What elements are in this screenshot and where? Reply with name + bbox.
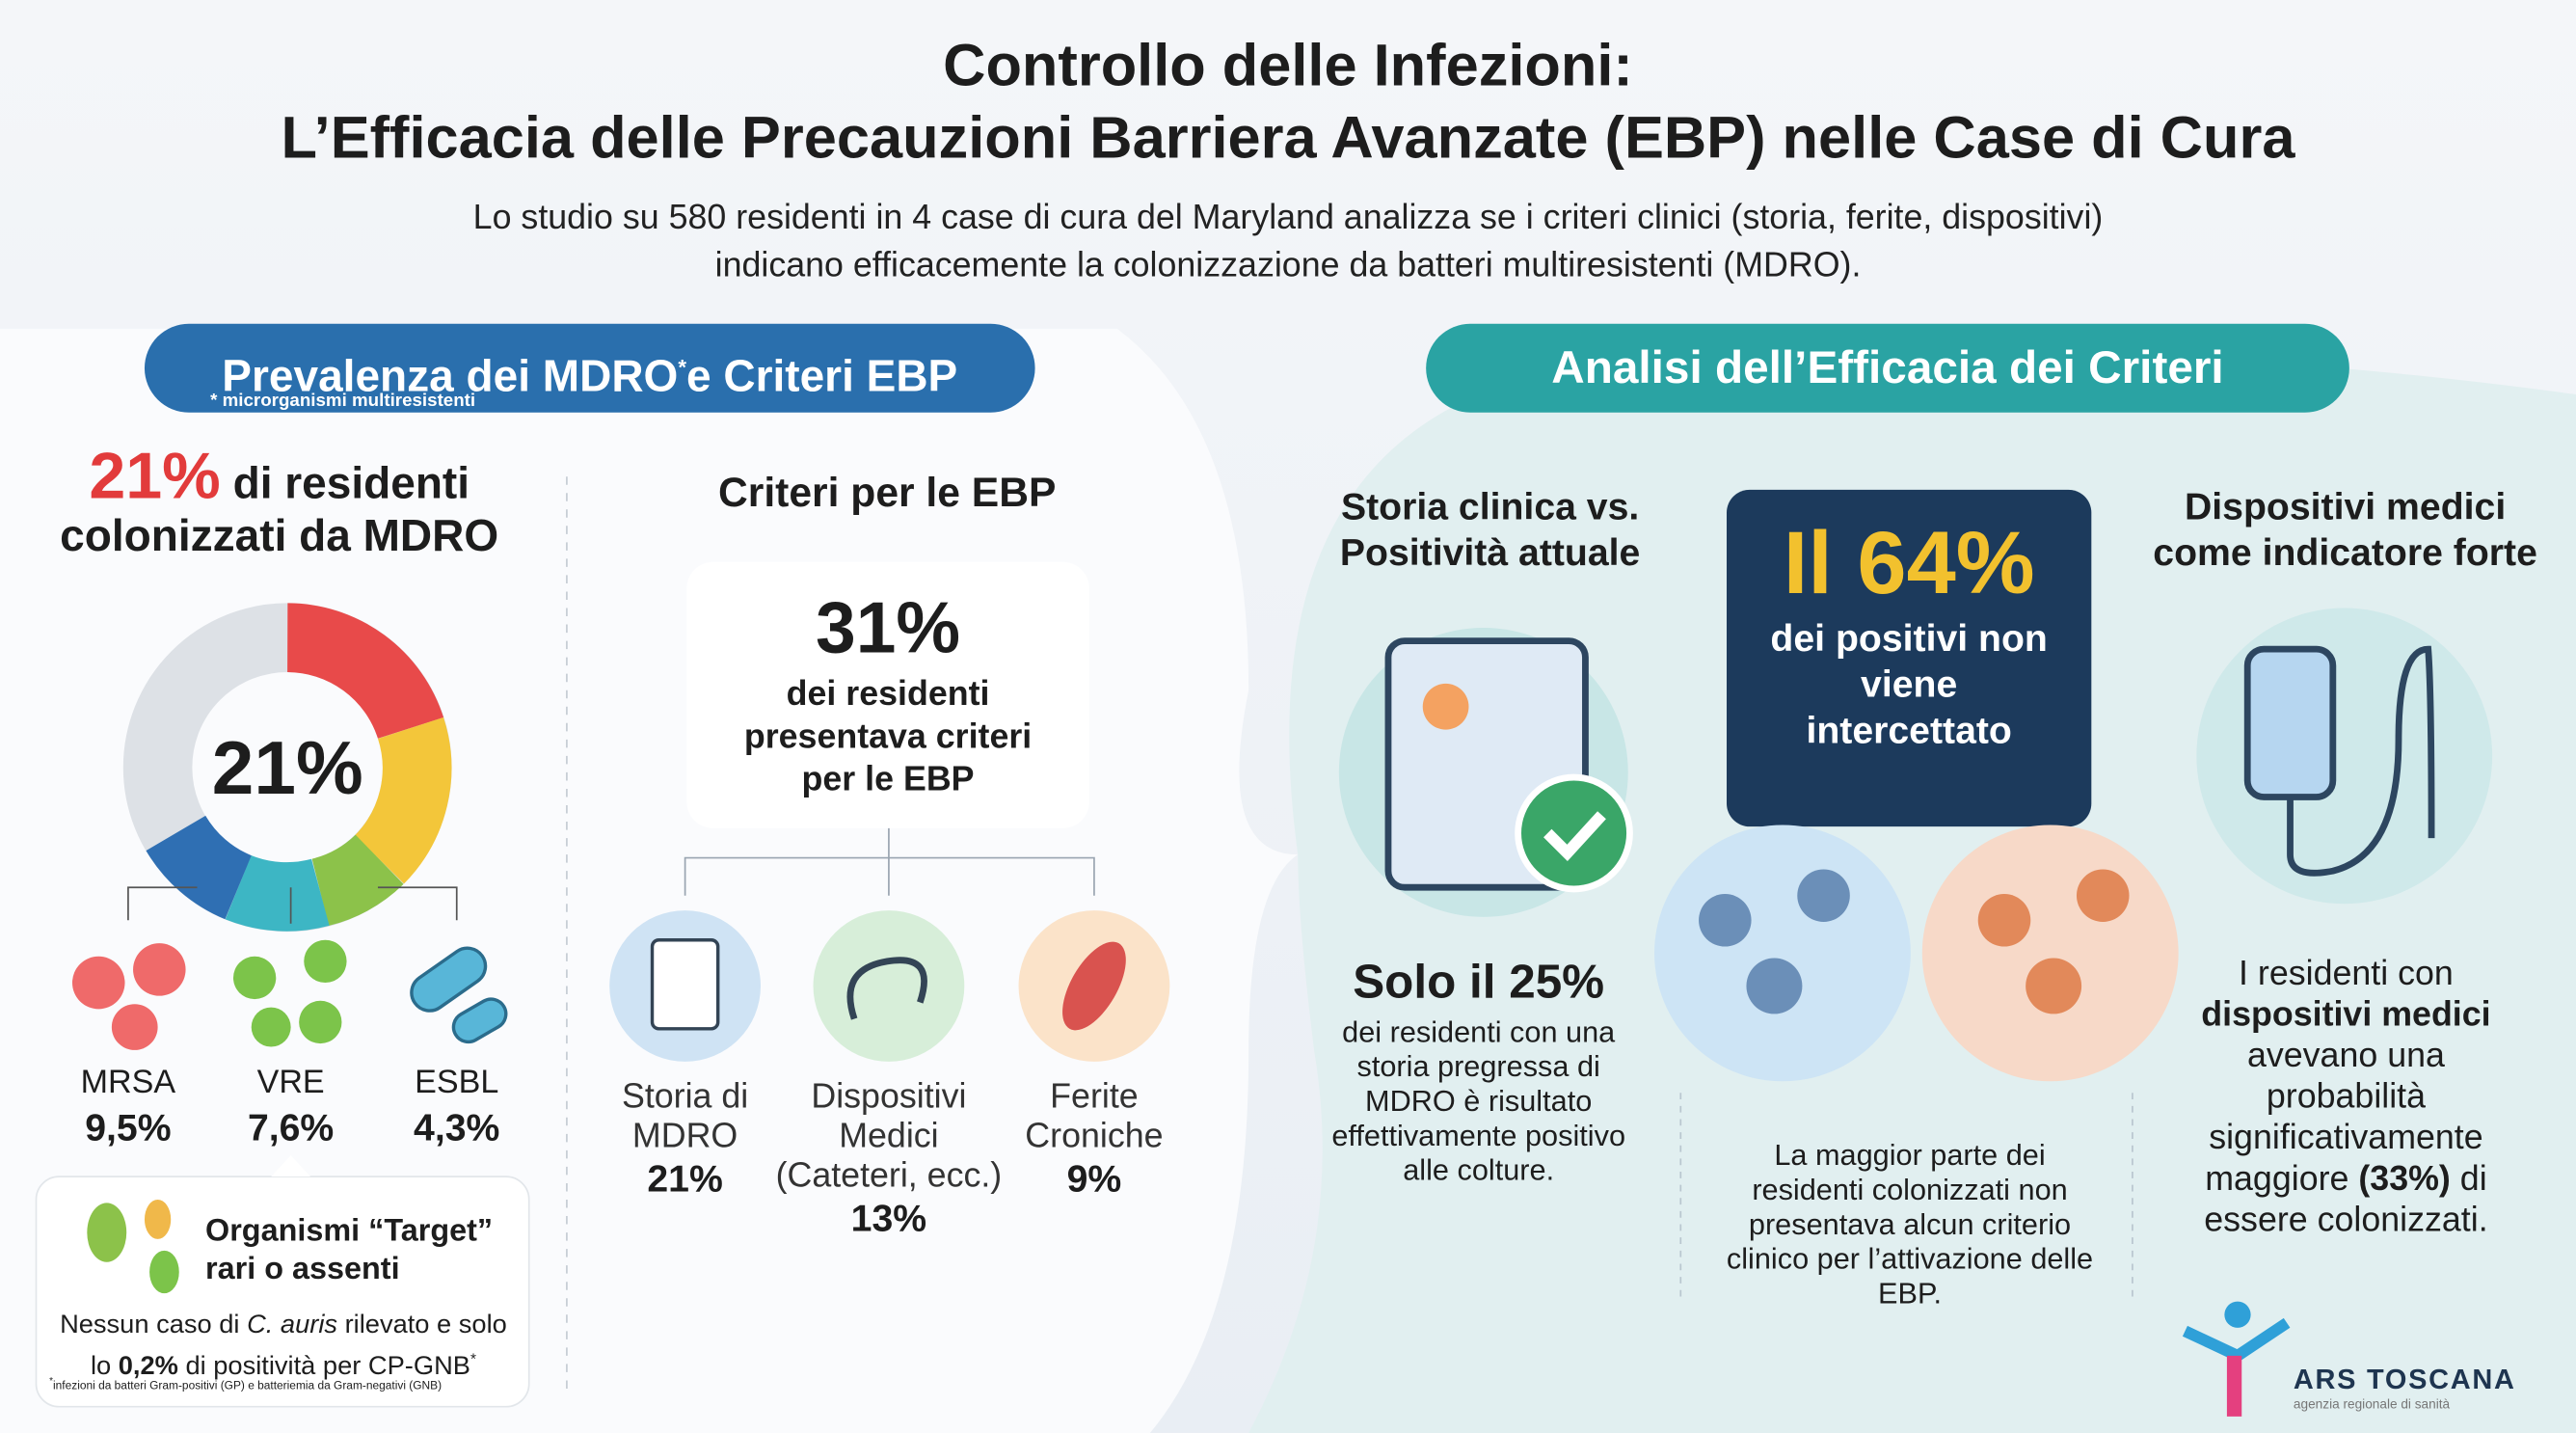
connector (127, 886, 458, 924)
missed-stat: Il 64% (1783, 514, 2035, 613)
device-icon (813, 910, 965, 1062)
organism-value: 4,3% (414, 1105, 500, 1149)
right-panel-bg (1248, 353, 2576, 1433)
note-mark: * (470, 1350, 476, 1367)
devices-text: I residenti con dispositivi medici aveva… (2182, 953, 2510, 1240)
prevalence: 21% di residenti colonizzati da MDRO (16, 444, 542, 562)
footnote-mark: * (49, 1377, 54, 1388)
people-right (1921, 825, 2179, 1082)
left-heading: Prevalenza dei MDRO*e Criteri EBP (144, 323, 1035, 413)
donut (122, 603, 452, 933)
criteria-heading: Criteri per le EBP (717, 470, 1057, 517)
device-circle (2196, 608, 2493, 905)
organism-value: 9,5% (85, 1105, 172, 1149)
criteria-value: 21% (647, 1156, 723, 1200)
clipboard (650, 938, 720, 1031)
mrsa-icon (71, 943, 186, 1050)
prevalence-text: di residenti (232, 458, 470, 508)
box-pointer (271, 1154, 311, 1177)
target-title-line: Organismi “Target” (205, 1214, 494, 1250)
highlight-box (1727, 489, 2092, 827)
target-title: Organismi “Target” rari o assenti (205, 1213, 493, 1288)
target-footnote: *infezioni da batteri Gram-positivi (GP)… (49, 1377, 542, 1392)
logo-mark (2182, 1301, 2291, 1417)
organism-name: ESBL (415, 1065, 499, 1101)
iv-line (2287, 645, 2435, 877)
organism-value: 7,6% (247, 1105, 335, 1149)
people-icons (1699, 869, 2130, 1014)
heading-footnote: * microrganismi multiresistenti (210, 391, 476, 412)
subtitle-line: indicano efficacemente la colonizzazione… (714, 246, 1862, 284)
wound (1062, 941, 1126, 1031)
criteria-label: Storia di MDRO (621, 1077, 749, 1155)
criteria-text: dei residenti presentava criteri per le … (743, 675, 1033, 799)
criteria-percent: 31% (816, 588, 961, 669)
target-icon (87, 1199, 179, 1294)
vre-icon (232, 939, 347, 1047)
iv-bag (2243, 645, 2337, 800)
organism-name: MRSA (80, 1065, 176, 1101)
title: Controllo delle Infezioni: L’Efficacia de… (0, 30, 2576, 175)
note-text: rilevato e solo lo (90, 1311, 507, 1382)
people-left (1654, 825, 1911, 1082)
devices-text-part: di essere colonizzati. (2204, 1160, 2488, 1239)
subtitle-line: Lo studio su 580 residenti in 4 case di … (472, 199, 2104, 237)
devices-text-part: avevano una probabilità significativamen… (2205, 1037, 2483, 1199)
criteria-label: Ferite Croniche (1025, 1077, 1164, 1155)
check-badge (1515, 773, 1633, 893)
prevalence-text: colonizzati da MDRO (60, 510, 499, 561)
note-text: Nessun caso di (60, 1311, 248, 1339)
donut-label: 21% (211, 724, 363, 811)
missed-text: La maggior parte dei residenti colonizza… (1726, 1138, 2094, 1311)
heading-mark: * (678, 355, 686, 380)
title-line: L’Efficacia delle Precauzioni Barriera A… (281, 103, 2295, 172)
footnote-text: infezioni da batteri Gram-positivi (GP) … (53, 1381, 443, 1392)
note-bold: 0,2% (118, 1353, 178, 1382)
criteria-label: Dispositivi Medici (Cateteri, ecc.) (775, 1077, 1003, 1195)
missed-subtitle: dei positivi non viene intercettato (1770, 616, 2048, 751)
note-italic: C. auris (247, 1311, 338, 1339)
logo-name: ARS TOSCANA (2293, 1364, 2516, 1395)
target-title-line: rari o assenti (205, 1252, 400, 1287)
tube (846, 957, 927, 1020)
criteria-value: 13% (850, 1196, 927, 1239)
devices-heading: Dispositivi medici come indicatore forte (2153, 484, 2537, 574)
heading-text: Prevalenza dei MDRO (222, 351, 679, 401)
logo-tagline: agenzia regionale di sanità (2293, 1396, 2451, 1412)
history-stat: Solo il 25% (1353, 956, 1605, 1010)
tree-lines (684, 827, 1095, 896)
criteria-box (686, 561, 1089, 828)
history-text: dei residenti con una storia pregressa d… (1331, 1015, 1626, 1187)
devices-bold: dispositivi medici (2201, 995, 2491, 1034)
organism-name: VRE (256, 1065, 325, 1101)
esbl-icon (410, 946, 508, 1044)
history-heading: Storia clinica vs. Positività attuale (1339, 484, 1641, 574)
target-note: Nessun caso di C. auris rilevato e solo … (49, 1310, 518, 1384)
right-heading: Analisi dell’Efficacia dei Criteri (1426, 323, 2349, 413)
prevalence-percent: 21% (89, 440, 221, 513)
subtitle: Lo studio su 580 residenti in 4 case di … (0, 194, 2576, 289)
devices-text-part: I residenti con (2239, 955, 2454, 993)
note-text: di positività per CP-GNB (177, 1353, 470, 1382)
criteria-value: 9% (1066, 1156, 1122, 1200)
avatar (1422, 683, 1469, 730)
heading-text: e Criteri EBP (685, 351, 958, 401)
devices-bold: (33%) (2358, 1160, 2451, 1199)
title-line: Controllo delle Infezioni: (943, 31, 1633, 99)
check (1543, 811, 1606, 862)
